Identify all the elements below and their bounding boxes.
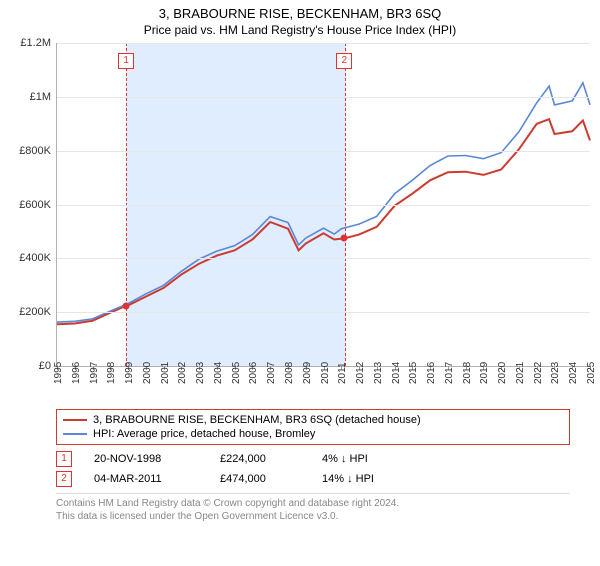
x-tick-label: 2024 xyxy=(568,362,579,384)
x-tick-label: 2015 xyxy=(408,362,419,384)
x-tick-label: 1998 xyxy=(106,362,117,384)
x-tick-label: 2017 xyxy=(444,362,455,384)
gridline xyxy=(57,151,590,152)
x-tick-label: 2022 xyxy=(533,362,544,384)
legend-label: 3, BRABOURNE RISE, BECKENHAM, BR3 6SQ (d… xyxy=(93,414,421,426)
x-tick-label: 1999 xyxy=(124,362,135,384)
x-tick-label: 2000 xyxy=(142,362,153,384)
sale-price: £224,000 xyxy=(220,453,300,465)
y-tick-label: £200K xyxy=(19,306,57,318)
annotation-box: 2 xyxy=(336,53,352,69)
x-tick-label: 2001 xyxy=(160,362,171,384)
x-tick-label: 2012 xyxy=(355,362,366,384)
sale-hpi-diff: 14% ↓ HPI xyxy=(322,473,422,485)
legend: 3, BRABOURNE RISE, BECKENHAM, BR3 6SQ (d… xyxy=(56,409,570,445)
y-tick-label: £400K xyxy=(19,252,57,264)
sale-row: 1 20-NOV-1998 £224,000 4% ↓ HPI xyxy=(56,449,570,469)
series-line-hpi xyxy=(57,83,590,322)
y-tick-label: £800K xyxy=(19,145,57,157)
x-tick-label: 2008 xyxy=(284,362,295,384)
x-tick-label: 2010 xyxy=(320,362,331,384)
sales-table: 1 20-NOV-1998 £224,000 4% ↓ HPI 2 04-MAR-2011… xyxy=(56,449,570,489)
sale-row: 2 04-MAR-2011 £474,000 14% ↓ HPI xyxy=(56,469,570,489)
chart-container: 3, BRABOURNE RISE, BECKENHAM, BR3 6SQ Pr… xyxy=(0,6,600,566)
x-tick-label: 2002 xyxy=(177,362,188,384)
x-tick-label: 2006 xyxy=(248,362,259,384)
gridline xyxy=(57,258,590,259)
x-tick-label: 2020 xyxy=(497,362,508,384)
chart-subtitle: Price paid vs. HM Land Registry's House … xyxy=(0,23,600,37)
x-tick-label: 1996 xyxy=(71,362,82,384)
sale-index-box: 1 xyxy=(56,451,72,467)
x-tick-label: 2005 xyxy=(231,362,242,384)
x-tick-label: 2018 xyxy=(462,362,473,384)
chart-title: 3, BRABOURNE RISE, BECKENHAM, BR3 6SQ xyxy=(0,6,600,21)
x-tick-label: 1995 xyxy=(53,362,64,384)
legend-row: HPI: Average price, detached house, Brom… xyxy=(63,427,563,441)
plot-region: £0£200K£400K£600K£800K£1M£1.2M1995199619… xyxy=(56,43,590,367)
sale-hpi-diff: 4% ↓ HPI xyxy=(322,453,422,465)
legend-row: 3, BRABOURNE RISE, BECKENHAM, BR3 6SQ (d… xyxy=(63,413,563,427)
legend-swatch xyxy=(63,433,87,435)
x-tick-label: 2004 xyxy=(213,362,224,384)
y-tick-label: £1M xyxy=(30,91,57,103)
gridline xyxy=(57,205,590,206)
footer-line: Contains HM Land Registry data © Crown c… xyxy=(56,497,570,510)
x-tick-label: 2003 xyxy=(195,362,206,384)
x-tick-label: 2023 xyxy=(550,362,561,384)
x-tick-label: 2011 xyxy=(337,362,348,384)
legend-swatch xyxy=(63,419,87,421)
sale-date: 20-NOV-1998 xyxy=(94,453,198,465)
x-tick-label: 2013 xyxy=(373,362,384,384)
x-tick-label: 2014 xyxy=(391,362,402,384)
x-tick-label: 2016 xyxy=(426,362,437,384)
x-tick-label: 2007 xyxy=(266,362,277,384)
y-tick-label: £600K xyxy=(19,199,57,211)
footer-line: This data is licensed under the Open Gov… xyxy=(56,510,570,523)
x-tick-label: 2019 xyxy=(479,362,490,384)
gridline xyxy=(57,97,590,98)
y-tick-label: £1.2M xyxy=(20,37,57,49)
sale-marker xyxy=(341,235,348,242)
x-tick-label: 2025 xyxy=(586,362,597,384)
footer-attribution: Contains HM Land Registry data © Crown c… xyxy=(56,493,570,523)
sale-marker xyxy=(123,302,130,309)
x-tick-label: 2009 xyxy=(302,362,313,384)
chart-area: £0£200K£400K£600K£800K£1M£1.2M1995199619… xyxy=(56,43,590,403)
annotation-box: 1 xyxy=(118,53,134,69)
gridline xyxy=(57,43,590,44)
sale-date: 04-MAR-2011 xyxy=(94,473,198,485)
x-tick-label: 1997 xyxy=(89,362,100,384)
sale-price: £474,000 xyxy=(220,473,300,485)
sale-index-box: 2 xyxy=(56,471,72,487)
x-tick-label: 2021 xyxy=(515,362,526,384)
legend-label: HPI: Average price, detached house, Brom… xyxy=(93,428,315,440)
gridline xyxy=(57,312,590,313)
